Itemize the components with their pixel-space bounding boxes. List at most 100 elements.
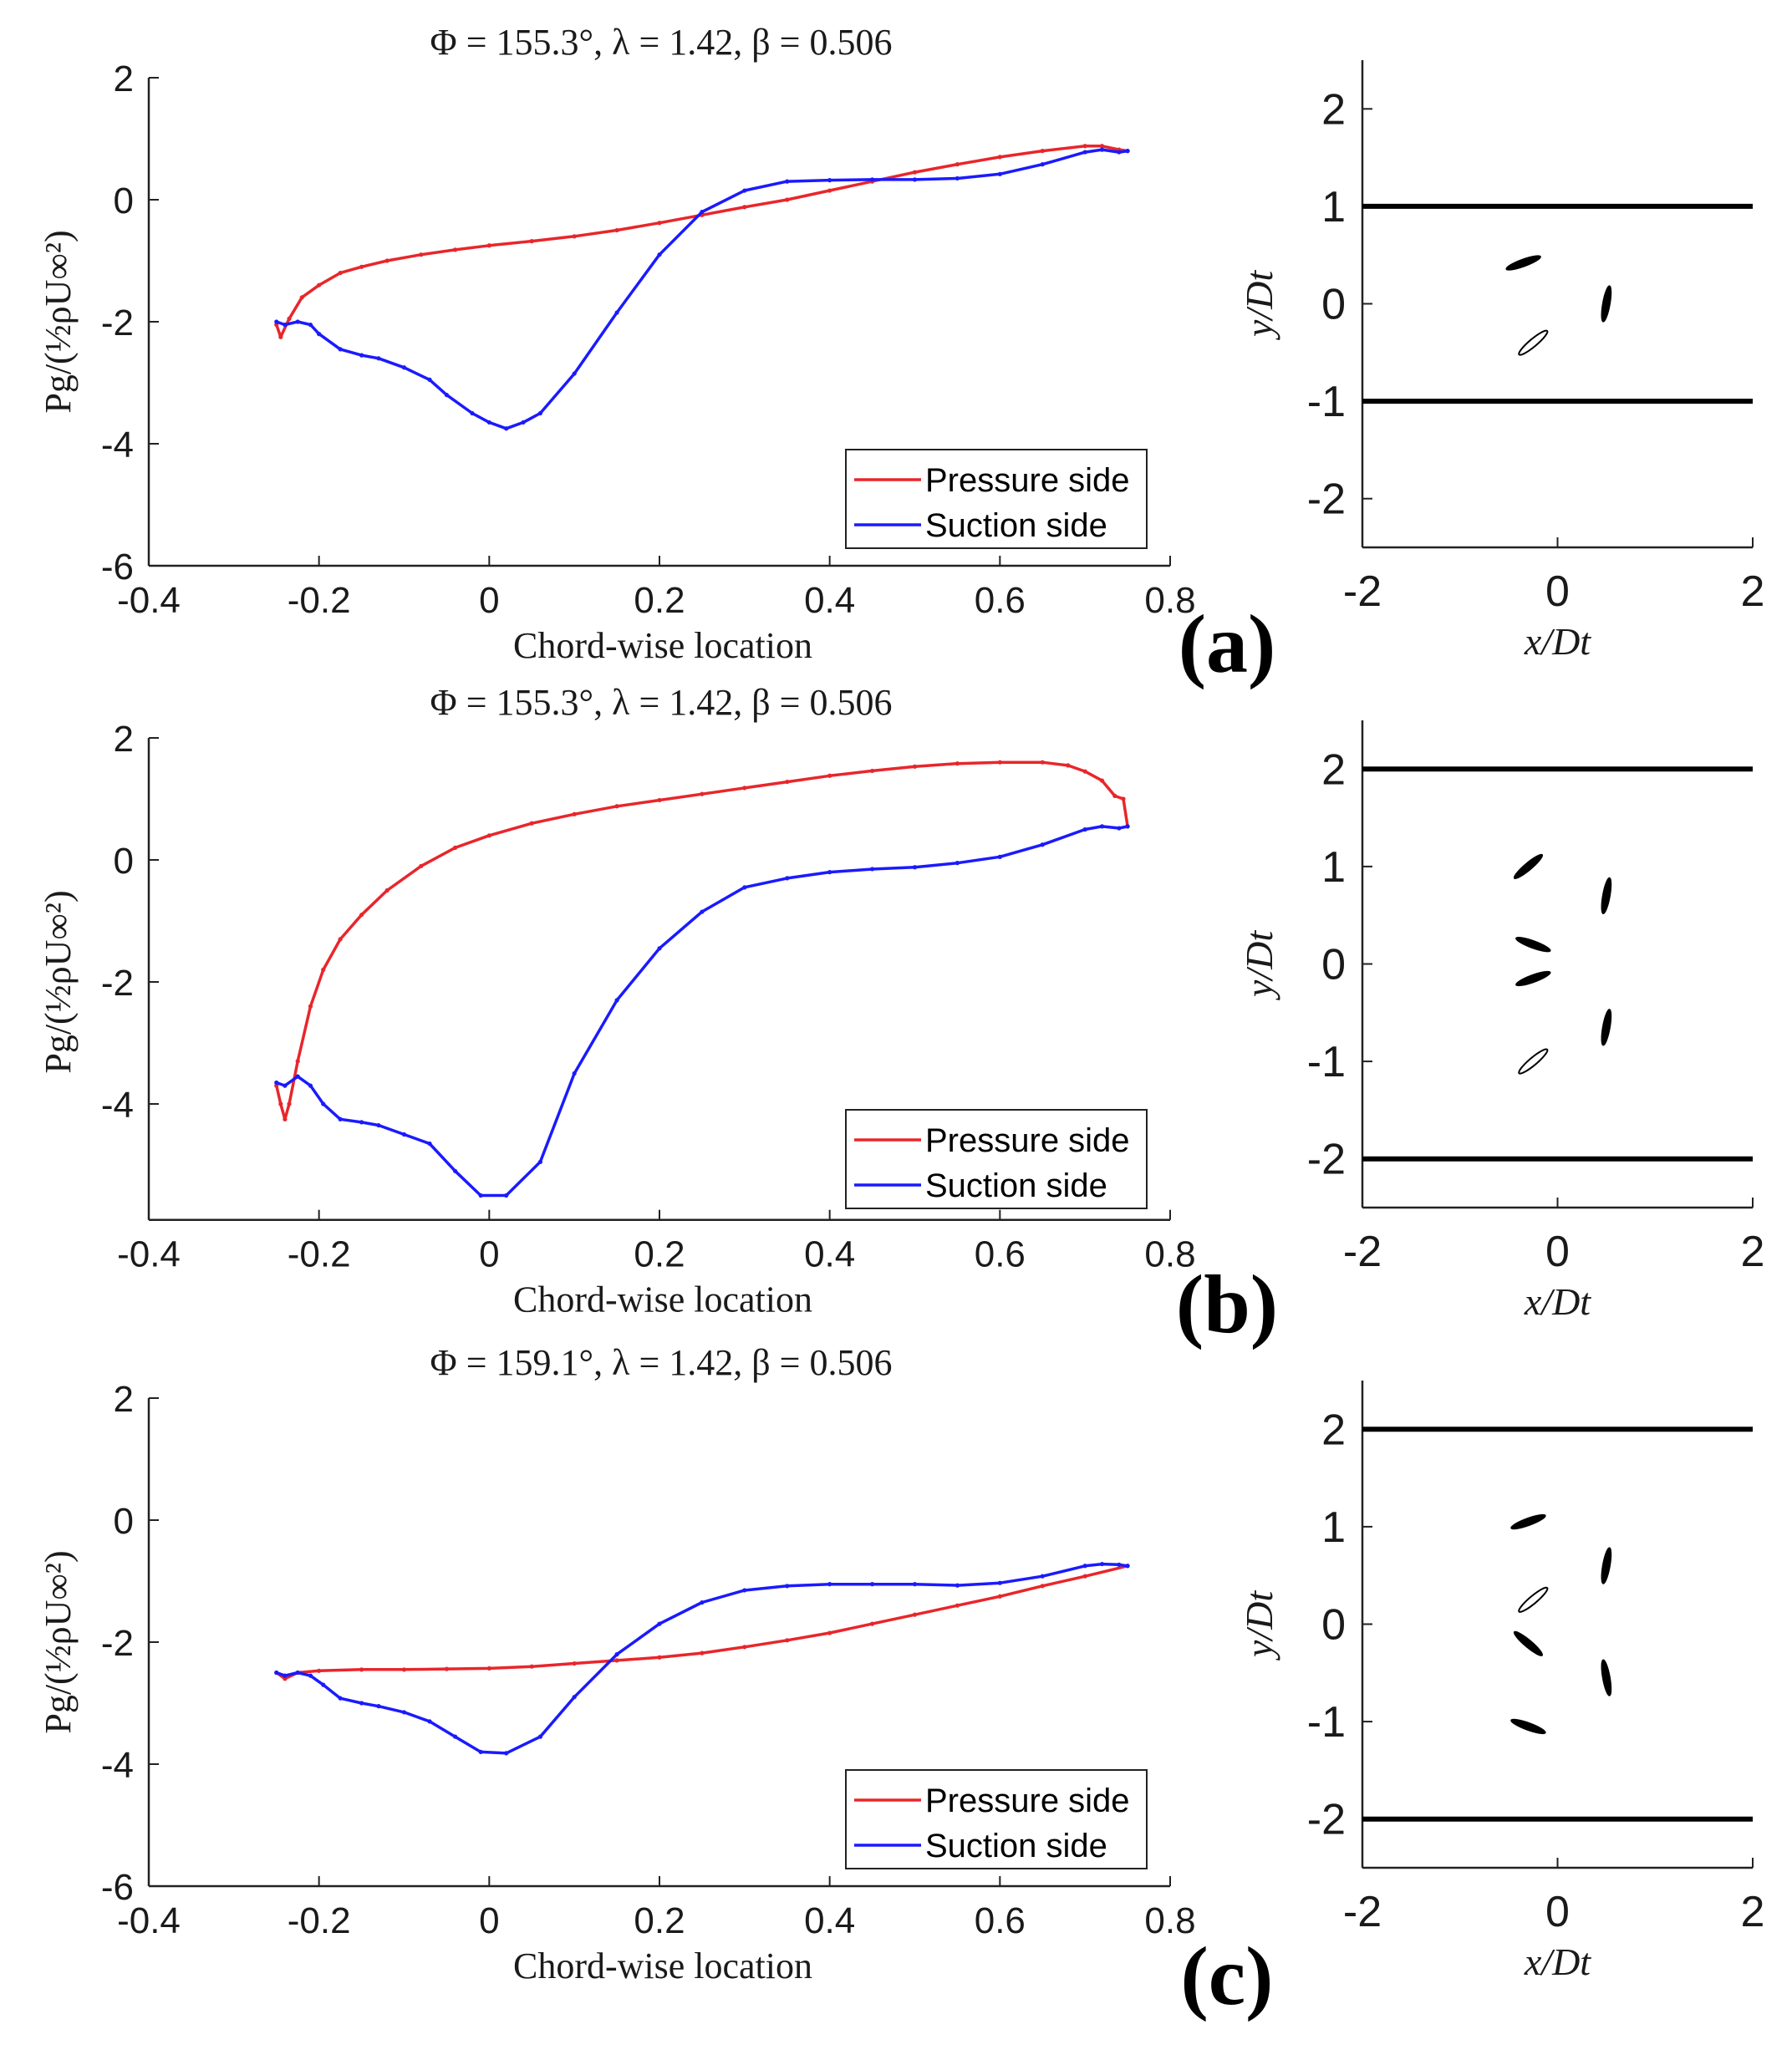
data-point (338, 347, 343, 352)
x-tick-label: 0.4 (804, 580, 855, 621)
data-point (742, 1588, 747, 1593)
data-point (486, 1666, 491, 1671)
x-tick-label: 0.6 (975, 1900, 1026, 1941)
x-axis-label: Chord-wise location (513, 1945, 812, 1986)
x-axis-label: Chord-wise location (513, 625, 812, 666)
legend: Pressure side Suction side (845, 1769, 1148, 1869)
data-point (955, 175, 960, 181)
data-point (1040, 149, 1045, 154)
data-point (427, 1719, 432, 1724)
data-point (401, 1667, 407, 1672)
data-point (1082, 1564, 1087, 1569)
data-point (955, 1583, 960, 1588)
y-tick-label: -1 (1307, 1698, 1346, 1747)
data-point (572, 371, 577, 376)
data-point (700, 1650, 705, 1655)
data-point (742, 188, 747, 193)
data-point (657, 1621, 662, 1626)
data-point (287, 316, 292, 321)
data-point (274, 319, 279, 324)
data-point (427, 377, 432, 382)
series-line-suction-side (276, 148, 1128, 430)
data-point (785, 1584, 790, 1589)
data-point (1099, 147, 1105, 152)
x-tick-label: 0.6 (975, 1234, 1026, 1275)
x-tick-label: 0 (1545, 567, 1570, 616)
data-point (537, 410, 543, 416)
data-point (1099, 778, 1105, 783)
configuration-plot: -2 0 2 -2 -1 0 1 2 x/Dt y/Dt (1238, 720, 1764, 1323)
blade-marker (1518, 1586, 1549, 1613)
data-point (827, 773, 832, 778)
data-point (359, 1120, 364, 1125)
data-point (1082, 150, 1087, 155)
data-point (486, 420, 491, 425)
x-tick-label: -0.2 (288, 1900, 351, 1941)
data-point (572, 234, 577, 239)
series-line-suction-side (276, 825, 1128, 1198)
blade-marker (1515, 937, 1551, 953)
y-tick-label: -2 (1307, 1136, 1346, 1184)
x-tick-label: 0 (479, 1900, 499, 1941)
data-point (1112, 793, 1117, 798)
y-axis-label: Pg/(½ρU∞²) (38, 890, 79, 1073)
x-tick-label: 0 (479, 1234, 499, 1275)
data-point (317, 1668, 322, 1673)
data-point (614, 998, 619, 1003)
data-point (1117, 150, 1122, 155)
data-point (308, 323, 313, 328)
pressure-plot: -0.4 -0.2 0 0.2 0.4 0.6 0.8 -6 -4 -2 0 2 Φ = 155.3°,… (38, 22, 1196, 666)
blade-marker (1601, 1009, 1612, 1046)
x-tick-label: 0.6 (975, 580, 1026, 621)
y-tick-label: -1 (1307, 1038, 1346, 1086)
x-tick-label: -0.4 (117, 1900, 181, 1941)
y-tick-label: 0 (114, 181, 134, 221)
x-axis-label: x/Dt (1524, 620, 1591, 663)
panel-3: -0.4 -0.2 0 0.2 0.4 0.6 0.8 -6 -4 -2 0 2 Φ = 159.1°,… (38, 1342, 1764, 2022)
data-point (321, 1101, 326, 1106)
data-point (869, 1582, 875, 1587)
x-tick-label: 2 (1741, 1228, 1765, 1276)
data-point (1082, 769, 1087, 774)
legend: Pressure side Suction side (845, 449, 1148, 549)
data-point (376, 1704, 381, 1709)
chart-title: Φ = 155.3°, λ = 1.42, β = 0.506 (430, 682, 893, 723)
data-point (384, 258, 389, 263)
data-point (529, 1664, 534, 1669)
series-line-pressure-side (275, 145, 1128, 339)
data-point (419, 863, 424, 868)
data-point (359, 264, 364, 269)
data-point (955, 761, 960, 766)
blade-marker (1515, 970, 1551, 987)
data-point (359, 353, 364, 358)
data-point (785, 1638, 790, 1643)
data-point (614, 1652, 619, 1657)
y-axis-label: y/Dt (1238, 270, 1280, 340)
data-point (278, 1101, 283, 1106)
data-point (537, 1734, 543, 1739)
y-tick-label: 2 (114, 1379, 134, 1420)
x-axis-label: x/Dt (1524, 1280, 1591, 1323)
data-point (912, 764, 918, 769)
y-tick-label: -2 (1307, 476, 1346, 524)
y-tick-label: -6 (101, 1867, 134, 1908)
y-tick-label: 2 (114, 719, 134, 760)
data-point (359, 1701, 364, 1706)
data-point (295, 319, 300, 324)
data-point (321, 967, 326, 972)
data-point (742, 1645, 747, 1650)
legend-label: Pressure side (925, 1122, 1130, 1159)
data-point (1066, 763, 1071, 768)
y-tick-label: 1 (1321, 183, 1346, 231)
y-tick-label: 2 (1321, 1406, 1346, 1454)
x-axis-label: Chord-wise location (513, 1279, 812, 1320)
x-tick-label: 0 (1545, 1888, 1570, 1936)
pressure-plot: -0.4 -0.2 0 0.2 0.4 0.6 0.8 -4 -2 0 2 Φ = 155.3°, λ… (38, 682, 1196, 1320)
data-point (376, 356, 381, 361)
y-tick-label: 2 (114, 58, 134, 99)
legend-label: Suction side (925, 1167, 1107, 1204)
data-point (295, 1670, 300, 1676)
y-tick-label: -4 (101, 425, 134, 465)
y-tick-label: 0 (1321, 1601, 1346, 1650)
